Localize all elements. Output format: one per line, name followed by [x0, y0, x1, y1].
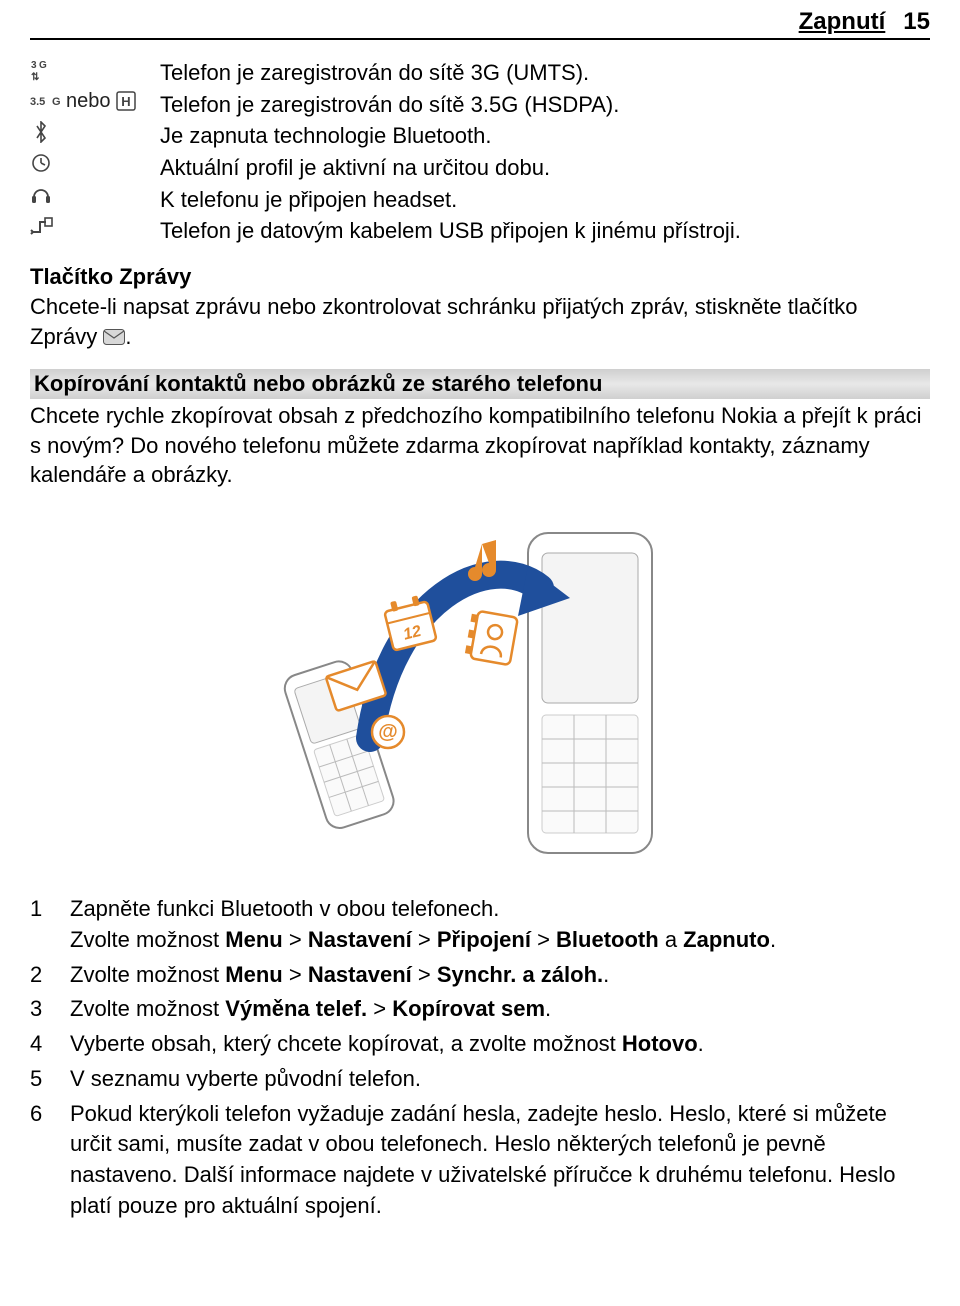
status-icon-row: 3G⇅Telefon je zaregistrován do sítě 3G (…	[30, 58, 930, 88]
status-icon: 3G⇅	[30, 58, 160, 82]
copy-body: Chcete rychle zkopírovat obsah z předcho…	[30, 401, 930, 490]
status-icon	[30, 185, 160, 205]
step-number: 6	[30, 1099, 70, 1222]
transfer-illustration: @ 12	[30, 508, 930, 868]
status-icon-desc: K telefonu je připojen headset.	[160, 185, 930, 215]
section-zpravy: Tlačítko Zprávy Chcete-li napsat zprávu …	[30, 264, 930, 353]
status-icon-desc: Aktuální profil je aktivní na určitou do…	[160, 153, 930, 183]
step-text: Vyberte obsah, který chcete kopírovat, a…	[70, 1029, 930, 1060]
zpravy-title: Tlačítko Zprávy	[30, 264, 930, 290]
page-header: Zapnutí 15	[30, 0, 930, 40]
chapter-title: Zapnutí	[799, 8, 886, 36]
step-row: 2Zvolte možnost Menu > Nastavení > Synch…	[30, 960, 930, 991]
page-number: 15	[903, 8, 930, 36]
svg-text:⇅: ⇅	[31, 72, 40, 82]
step-text: Zvolte možnost Menu > Nastavení > Synchr…	[70, 960, 930, 991]
svg-text:G↑: G↑	[52, 96, 62, 108]
mail-icon	[103, 323, 125, 353]
status-icon-desc: Telefon je datovým kabelem USB připojen …	[160, 216, 930, 246]
status-icon-row: Aktuální profil je aktivní na určitou do…	[30, 153, 930, 183]
status-icon: 3.5G↑neboH	[30, 90, 160, 113]
status-icon-row: Je zapnuta technologie Bluetooth.	[30, 121, 930, 151]
step-row: 6Pokud kterýkoli telefon vyžaduje zadání…	[30, 1099, 930, 1222]
step-row: 3Zvolte možnost Výměna telef. > Kopírova…	[30, 994, 930, 1025]
step-row: 4Vyberte obsah, který chcete kopírovat, …	[30, 1029, 930, 1060]
step-number: 5	[30, 1064, 70, 1095]
svg-text:3.5: 3.5	[30, 96, 45, 108]
status-icon-row: Telefon je datovým kabelem USB připojen …	[30, 216, 930, 246]
status-icon	[30, 216, 160, 236]
step-row: 5V seznamu vyberte původní telefon.	[30, 1064, 930, 1095]
svg-text:H: H	[121, 94, 130, 109]
status-icon-row: 3.5G↑neboHTelefon je zaregistrován do sí…	[30, 90, 930, 120]
status-icon-list: 3G⇅Telefon je zaregistrován do sítě 3G (…	[30, 58, 930, 246]
svg-text:G: G	[39, 60, 47, 71]
steps-list: 1Zapněte funkci Bluetooth v obou telefon…	[30, 894, 930, 1222]
status-icon-desc: Telefon je zaregistrován do sítě 3.5G (H…	[160, 90, 930, 120]
step-number: 4	[30, 1029, 70, 1060]
zpravy-body: Chcete-li napsat zprávu nebo zkontrolova…	[30, 292, 930, 353]
step-number: 3	[30, 994, 70, 1025]
status-icon-desc: Telefon je zaregistrován do sítě 3G (UMT…	[160, 58, 930, 88]
zpravy-body-a: Chcete-li napsat zprávu nebo zkontrolova…	[30, 294, 857, 349]
copy-heading: Kopírování kontaktů nebo obrázků ze star…	[30, 369, 930, 399]
step-text: Zapněte funkci Bluetooth v obou telefone…	[70, 894, 930, 956]
step-row: 1Zapněte funkci Bluetooth v obou telefon…	[30, 894, 930, 956]
status-icon	[30, 153, 160, 173]
zpravy-body-b: .	[125, 324, 131, 349]
step-text: Pokud kterýkoli telefon vyžaduje zadání …	[70, 1099, 930, 1222]
step-text: V seznamu vyberte původní telefon.	[70, 1064, 930, 1095]
step-number: 1	[30, 894, 70, 956]
svg-text:3: 3	[31, 60, 37, 71]
status-icon	[30, 121, 160, 143]
step-text: Zvolte možnost Výměna telef. > Kopírovat…	[70, 994, 930, 1025]
step-number: 2	[30, 960, 70, 991]
status-icon-desc: Je zapnuta technologie Bluetooth.	[160, 121, 930, 151]
status-icon-row: K telefonu je připojen headset.	[30, 185, 930, 215]
svg-text:@: @	[378, 721, 398, 743]
